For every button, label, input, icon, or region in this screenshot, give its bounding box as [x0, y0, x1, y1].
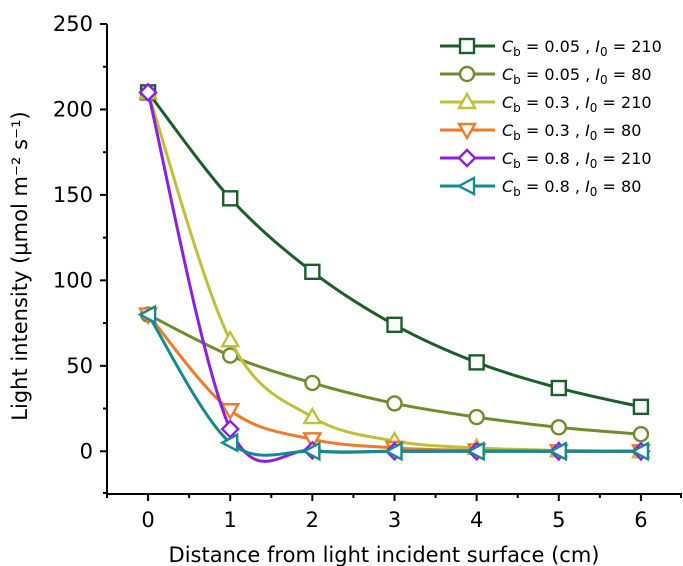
data-point-marker	[383, 441, 403, 462]
data-point-marker	[630, 441, 650, 462]
data-point-marker	[386, 395, 403, 412]
x-tick-label: 1	[224, 508, 237, 532]
data-point-marker	[222, 190, 239, 207]
data-point-marker	[466, 441, 485, 462]
x-tick-label: 5	[552, 508, 565, 532]
x-tick-label: 0	[141, 508, 154, 532]
data-point-marker	[304, 374, 321, 392]
data-point-marker	[550, 419, 567, 436]
data-point-marker	[219, 432, 239, 453]
legend-label: Cb = 0.3 , I0 = 210	[502, 93, 652, 115]
data-point-marker	[632, 398, 650, 416]
data-point-marker	[220, 419, 240, 439]
legend-marker	[456, 122, 478, 141]
legend-entry: Cb = 0.3 , I0 = 80	[440, 121, 641, 143]
legend-entry: Cb = 0.8 , I0 = 80	[440, 176, 641, 199]
legend-entry: Cb = 0.8 , I0 = 210	[440, 148, 652, 171]
y-tick-label: 200	[53, 97, 93, 121]
axes: 0 50 100 150 200 250 0 1 2 3 4 5 6	[53, 12, 682, 532]
legend-entry: Cb = 0.05 , I0 = 210	[440, 37, 662, 59]
y-tick-label: 150	[53, 183, 93, 207]
data-point-marker	[468, 354, 485, 371]
x-tick-label: 3	[388, 508, 401, 532]
series-layer	[137, 81, 651, 463]
legend-marker	[458, 37, 476, 55]
series-2	[139, 306, 650, 443]
x-tick-label: 4	[470, 508, 483, 532]
legend: Cb = 0.05 , I0 = 210 Cb = 0.05 , I0 = 80 C…	[440, 37, 662, 199]
y-tick-label: 0	[80, 439, 93, 463]
legend-label: Cb = 0.05 , I0 = 210	[502, 37, 662, 59]
legend-marker	[456, 91, 478, 110]
data-point-marker	[468, 408, 485, 426]
legend-label: Cb = 0.8 , I0 = 80	[502, 177, 641, 199]
data-point-marker	[302, 406, 323, 425]
data-point-marker	[137, 304, 157, 325]
legend-entry: Cb = 0.05 , I0 = 80	[440, 65, 652, 87]
data-point-marker	[386, 316, 403, 333]
legend-marker	[456, 176, 476, 196]
data-point-marker	[220, 329, 241, 348]
legend-label: Cb = 0.05 , I0 = 80	[502, 65, 652, 87]
x-axis-title: Distance from light incident surface (cm…	[169, 543, 600, 566]
data-point-marker	[220, 403, 241, 421]
y-tick-label: 250	[53, 12, 93, 36]
data-point-marker	[138, 82, 158, 103]
data-point-marker	[304, 263, 321, 281]
x-tick-label: 2	[306, 508, 319, 532]
x-tick-label: 6	[634, 508, 647, 532]
legend-marker	[457, 148, 477, 168]
legend-entry: Cb = 0.3 , I0 = 210	[440, 91, 652, 115]
series-6	[137, 304, 650, 462]
y-tick-label: 50	[66, 354, 93, 378]
data-point-marker	[632, 425, 650, 443]
y-tick-label: 100	[53, 268, 93, 292]
legend-marker	[458, 65, 476, 83]
y-axis-title: Light intensity (μmol m⁻² s⁻¹)	[8, 111, 32, 420]
data-point-marker	[302, 432, 323, 450]
data-point-marker	[548, 441, 567, 462]
legend-label: Cb = 0.8 , I0 = 210	[502, 149, 652, 171]
data-point-marker	[301, 441, 321, 462]
data-point-marker	[550, 379, 567, 397]
legend-label: Cb = 0.3 , I0 = 80	[502, 121, 641, 143]
